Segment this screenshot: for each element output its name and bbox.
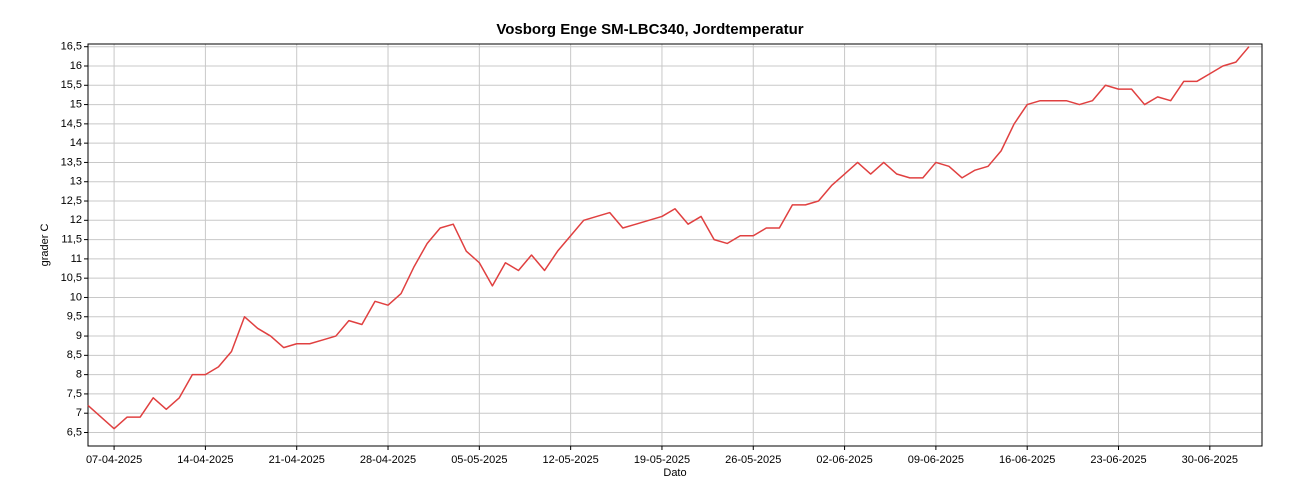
y-tick-label: 7 [76, 407, 82, 419]
x-tick-label: 30-06-2025 [1182, 454, 1238, 466]
y-tick-label: 16 [70, 60, 82, 72]
x-tick-label: 05-05-2025 [451, 454, 507, 466]
y-tick-label: 10 [70, 291, 82, 303]
y-tick-label: 9,5 [67, 311, 82, 323]
x-tick-label: 09-06-2025 [908, 454, 964, 466]
y-tick-label: 12,5 [61, 195, 82, 207]
x-tick-label: 12-05-2025 [543, 454, 599, 466]
y-tick-label: 15,5 [61, 79, 82, 91]
x-tick-label: 28-04-2025 [360, 454, 416, 466]
x-tick-label: 16-06-2025 [999, 454, 1055, 466]
plot-frame [87, 43, 1263, 447]
x-tick-label: 26-05-2025 [725, 454, 781, 466]
y-tick-label: 16,5 [61, 41, 82, 53]
y-tick-label: 9 [76, 330, 82, 342]
y-tick-label: 8,5 [67, 349, 82, 361]
y-tick-label: 15 [70, 98, 82, 110]
x-tick-label: 23-06-2025 [1090, 454, 1146, 466]
y-tick-label: 14,5 [61, 118, 82, 130]
y-tick-label: 12 [70, 214, 82, 226]
x-tick-label: 21-04-2025 [269, 454, 325, 466]
y-tick-label: 11 [71, 253, 82, 265]
chart-title: Vosborg Enge SM-LBC340, Jordtemperatur [496, 21, 803, 38]
data-line [87, 46, 1250, 430]
y-tick-label: 6,5 [67, 426, 82, 438]
y-axis-label: grader C [39, 224, 51, 267]
x-tick-label: 07-04-2025 [86, 454, 142, 466]
x-axis-label: Dato [663, 467, 686, 479]
y-tick-label: 10,5 [61, 272, 82, 284]
x-tick-label: 14-04-2025 [177, 454, 233, 466]
y-tick-label: 13 [70, 176, 82, 188]
y-tick-label: 11,5 [61, 234, 82, 246]
x-tick-label: 02-06-2025 [816, 454, 872, 466]
y-tick-label: 13,5 [61, 156, 82, 168]
y-tick-label: 7,5 [67, 388, 82, 400]
y-tick-label: 8 [76, 369, 82, 381]
y-tick-label: 14 [70, 137, 82, 149]
x-tick-label: 19-05-2025 [634, 454, 690, 466]
